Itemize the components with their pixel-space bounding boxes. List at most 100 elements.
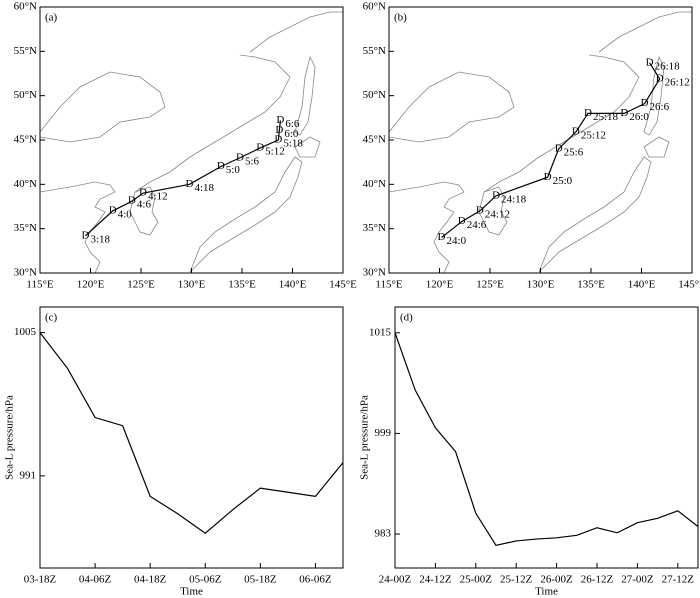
point-label: 24:18 [501, 193, 527, 205]
track-line [441, 62, 661, 239]
track-point: D [186, 178, 194, 190]
pressure-line [394, 332, 699, 547]
y-tick-label: 35°N [14, 222, 37, 234]
point-label: 24:12 [485, 208, 510, 220]
x-tick-label: 145°E [329, 279, 357, 291]
track-point: D [438, 231, 446, 243]
track-point: D [109, 204, 117, 216]
point-label: 25:12 [581, 130, 606, 142]
y-tick-label: 1005 [14, 326, 37, 338]
track-point: D [274, 134, 282, 146]
track-point: D [276, 114, 284, 126]
y-tick-label: 999 [375, 427, 392, 439]
y-tick-label: 60°N [363, 1, 386, 13]
x-tick-label: 125°E [127, 279, 155, 291]
x-tick-label: 130°E [527, 279, 555, 291]
track-point: D [275, 124, 283, 136]
x-tick-label: 26-12Z [581, 574, 614, 586]
point-label: 5:12 [265, 146, 285, 158]
track-point: D [620, 107, 628, 119]
panel-label: (c) [45, 312, 58, 324]
x-tick-label: 24-12Z [419, 574, 452, 586]
y-tick-label: 45°N [14, 134, 37, 146]
point-label: 5:6 [245, 155, 260, 167]
x-tick-label: 120°E [426, 279, 454, 291]
x-tick-label: 135°E [577, 279, 605, 291]
point-label: 25:0 [553, 175, 573, 187]
x-tick-label: 130°E [178, 279, 206, 291]
x-tick-label: 06-06Z [299, 574, 332, 586]
x-tick-label: 27-00Z [621, 574, 654, 586]
x-tick-label: 135°E [228, 279, 256, 291]
point-label: 26:6 [650, 101, 670, 113]
panel-label: (a) [45, 12, 58, 24]
point-label: 26:12 [665, 76, 690, 88]
pressure-line [39, 332, 344, 534]
y-tick-label: 30°N [14, 267, 37, 279]
y-tick-label: 991 [20, 469, 37, 481]
plot-frame [388, 6, 693, 274]
panel-label: (d) [400, 312, 413, 324]
y-axis-label: Sea-L pressure/hPa [4, 395, 16, 480]
track-point: D [641, 97, 649, 109]
x-tick-label: 125°E [476, 279, 504, 291]
point-label: 5:18 [283, 138, 303, 150]
plot-frame [39, 306, 344, 569]
track-point: D [217, 160, 225, 172]
y-tick-label: 45°N [363, 134, 386, 146]
x-tick-label: 05-18Z [244, 574, 277, 586]
point-label: 4:18 [194, 182, 214, 194]
x-axis-label: Time [535, 586, 558, 598]
x-tick-label: 140°E [628, 279, 656, 291]
point-label: 4:12 [148, 191, 168, 203]
x-tick-label: 120°E [77, 279, 105, 291]
y-tick-label: 40°N [363, 178, 386, 190]
track-point: D [476, 204, 484, 216]
point-label: 6:0 [284, 128, 299, 140]
track-point: D [256, 142, 264, 154]
x-tick-label: 03-18Z [24, 574, 57, 586]
point-label: 25:6 [564, 146, 584, 158]
x-tick-label: 04-06Z [79, 574, 112, 586]
point-label: 5:0 [226, 164, 241, 176]
track-point: D [656, 72, 664, 84]
y-tick-label: 50°N [14, 89, 37, 101]
point-label: 26:18 [655, 60, 681, 72]
track-point: D [81, 229, 89, 241]
panel-label: (b) [394, 12, 407, 24]
y-tick-label: 60°N [14, 1, 37, 13]
x-tick-label: 25-12Z [500, 574, 533, 586]
track-point: D [128, 195, 136, 207]
x-tick-label: 115°E [375, 279, 402, 291]
track-point: D [584, 107, 592, 119]
track-point: D [458, 215, 466, 227]
point-label: 26:0 [629, 111, 649, 123]
point-label: 3:18 [90, 233, 110, 245]
y-tick-label: 30°N [363, 267, 386, 279]
x-tick-label: 27-12Z [662, 574, 695, 586]
x-tick-label: 140°E [279, 279, 307, 291]
point-label: 25:18 [593, 111, 619, 123]
x-tick-label: 05-06Z [189, 574, 222, 586]
y-tick-label: 983 [375, 528, 392, 540]
y-tick-label: 50°N [363, 89, 386, 101]
track-point: D [646, 56, 654, 68]
track-point: D [236, 151, 244, 163]
point-label: 24:6 [467, 219, 487, 231]
y-tick-label: 55°N [14, 45, 37, 57]
x-tick-label: 115°E [26, 279, 53, 291]
track-point: D [544, 171, 552, 183]
point-label: 6:6 [285, 118, 300, 130]
x-tick-label: 26-00Z [540, 574, 573, 586]
x-axis-label: Time [180, 586, 203, 598]
x-tick-label: 145°E [678, 279, 700, 291]
x-tick-label: 25-00Z [460, 574, 493, 586]
track-point: D [572, 126, 580, 138]
y-tick-label: 40°N [14, 178, 37, 190]
track-line [85, 120, 281, 237]
point-label: 24:0 [447, 235, 467, 247]
y-axis-label: Sea-L pressure/hPa [359, 395, 371, 480]
track-point: D [139, 187, 147, 199]
y-tick-label: 55°N [363, 45, 386, 57]
